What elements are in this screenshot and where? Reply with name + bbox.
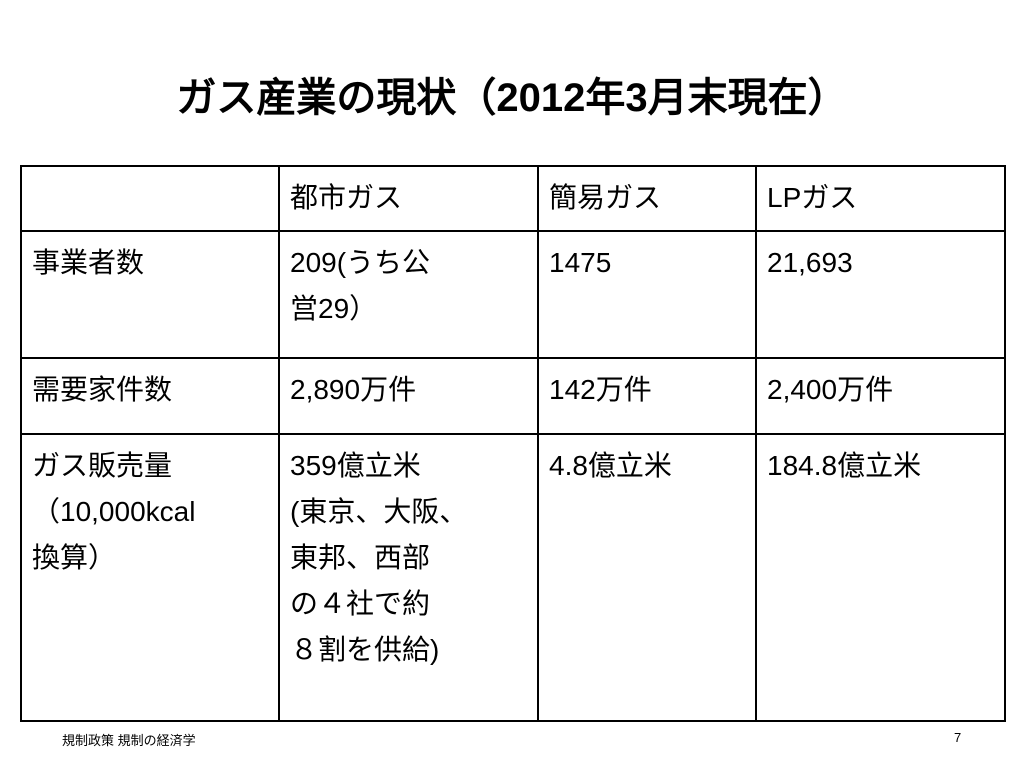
header-cell: 都市ガス (278, 165, 539, 232)
table-cell: 184.8億立米 (755, 433, 1006, 722)
row-label-cell: ガス販売量 （10,000kcal 換算） (20, 433, 280, 722)
cell-line: 需要家件数 (32, 374, 173, 405)
cell-line: 359億立米 (290, 450, 421, 481)
cell-line: 4.8億立米 (549, 450, 672, 481)
table-row: ガス販売量 （10,000kcal 換算） 359億立米 (東京、大阪、 東邦、西部の４社… (20, 433, 1006, 722)
cell-line: 営29） (290, 293, 378, 324)
footer-text: 規制政策 規制の経済学 (62, 733, 196, 748)
table-cell: 1475 (537, 230, 757, 359)
row-label-cell: 需要家件数 (20, 357, 280, 435)
cell-line: の４社で約 (290, 588, 431, 619)
header-cell: 簡易ガス (537, 165, 757, 232)
table-cell: 359億立米 (東京、大阪、 東邦、西部の４社で約 ８割を供給) (278, 433, 539, 722)
cell-line: （10,000kcal (32, 496, 196, 527)
cell-line: ガス販売量 (32, 450, 173, 481)
cell-line: 2,890万件 (290, 374, 417, 405)
cell-line: 2,400万件 (767, 374, 894, 405)
table-cell: 21,693 (755, 230, 1006, 359)
cell-line: 東邦、西部 (290, 542, 431, 573)
cell-line: 184.8億立米 (767, 450, 922, 481)
table-row: 事業者数 209(うち公 営29） 1475 21,693 (20, 230, 1006, 359)
table-row: 需要家件数 2,890万件 142万件 2,400万件 (20, 357, 1006, 435)
corner-cell (20, 165, 280, 232)
data-table: 都市ガス 簡易ガス LPガス事業者数 209(うち公 営29） 1475 21,693 需要家… (20, 165, 1006, 722)
cell-line: 21,693 (767, 247, 853, 278)
cell-line: ８割を供給) (290, 634, 440, 665)
table-cell: 142万件 (537, 357, 757, 435)
table-cell: 2,400万件 (755, 357, 1006, 435)
cell-line: 142万件 (549, 374, 652, 405)
table-cell: 2,890万件 (278, 357, 539, 435)
table-cell: 4.8億立米 (537, 433, 757, 722)
header-cell: LPガス (755, 165, 1006, 232)
page-number: 7 (954, 730, 962, 745)
header-row: 都市ガス 簡易ガス LPガス (20, 165, 1006, 232)
cell-line: 1475 (549, 247, 612, 278)
row-label-cell: 事業者数 (20, 230, 280, 359)
cell-line: 209(うち公 (290, 247, 431, 278)
cell-line: (東京、大阪、 (290, 496, 468, 527)
table-cell: 209(うち公 営29） (278, 230, 539, 359)
cell-line: 事業者数 (32, 247, 145, 278)
slide-title: ガス産業の現状（2012年3月末現在） (176, 76, 848, 120)
cell-line: 換算） (32, 542, 117, 573)
